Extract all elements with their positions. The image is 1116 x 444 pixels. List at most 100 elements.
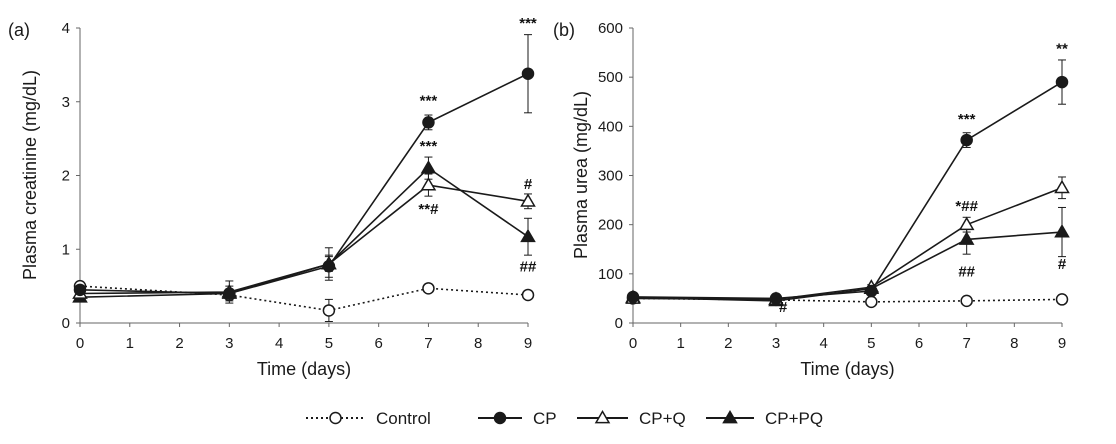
significance-annotation: ##: [520, 258, 537, 275]
series-cp-pq: [72, 156, 536, 303]
data-point: [958, 231, 975, 245]
significance-annotation: #: [524, 176, 533, 193]
data-point: [322, 259, 336, 273]
x-tick-label: 6: [374, 335, 382, 352]
x-tick-label: 4: [819, 335, 827, 352]
y-tick-label: 600: [598, 20, 623, 37]
legend: Control CP CP+Q CP+PQ: [306, 409, 823, 428]
panel-b-chart: (b) 0 100 200 300 400 500 600 0 1 2 3 4 5 6 7 8 9 Time (da…: [553, 20, 1070, 379]
y-tick-label: 500: [598, 69, 623, 86]
data-point: [520, 228, 536, 243]
x-axis-title: Time (days): [257, 359, 351, 379]
x-tick-label: 2: [724, 335, 732, 352]
legend-label: CP+Q: [639, 409, 686, 428]
data-point: [626, 290, 640, 304]
data-point: [865, 284, 878, 298]
y-tick-label: 1: [62, 241, 70, 258]
series-line-cp-q: [79, 184, 529, 295]
data-point: [958, 216, 975, 231]
y-tick-label: 0: [615, 315, 623, 332]
x-tick-label: 8: [474, 335, 482, 352]
x-tick-label: 7: [962, 335, 970, 352]
legend-marker: [329, 411, 342, 425]
legend-label: CP+PQ: [765, 409, 823, 428]
legend-entry-cp: CP: [478, 409, 557, 428]
x-tick-label: 2: [175, 335, 183, 352]
data-point: [865, 295, 878, 309]
y-tick-label: 2: [62, 168, 70, 185]
significance-annotation: ***: [420, 92, 438, 109]
significance-annotation: ***: [420, 138, 438, 155]
data-point: [322, 304, 336, 317]
data-point: [1055, 75, 1069, 89]
significance-annotation: ***: [519, 15, 537, 32]
y-tick-label: 4: [62, 20, 70, 37]
x-axis-title: Time (days): [800, 359, 894, 379]
series-control: [626, 292, 1069, 309]
data-point: [521, 288, 535, 302]
panel-label: (b): [553, 20, 575, 40]
x-tick-label: 6: [915, 335, 923, 352]
panel-a-chart: (a) 0 1 2 3 4 0 1 2 3 4 5 6 7 8 9 Time (days) Plasma crea…: [8, 15, 537, 379]
series-line-cp-pq: [79, 167, 529, 298]
x-tick-label: 0: [629, 335, 637, 352]
series-control: [73, 279, 535, 323]
y-axis-title: Plasma creatinine (mg/dL): [20, 70, 40, 280]
legend-entry-cp-q: CP+Q: [577, 409, 686, 428]
series-line-cp: [79, 73, 529, 295]
x-tick-label: 7: [424, 335, 432, 352]
legend-label: Control: [376, 409, 431, 428]
x-tick-label: 9: [1058, 335, 1066, 352]
significance-annotation: **: [1056, 41, 1068, 58]
legend-entry-control: Control: [306, 409, 431, 428]
significance-annotation: #: [1058, 256, 1067, 273]
data-point: [1055, 293, 1069, 306]
x-tick-label: 5: [325, 335, 333, 352]
significance-annotation: **#: [418, 201, 439, 218]
data-point: [422, 282, 435, 295]
y-tick-label: 0: [62, 315, 70, 332]
x-tick-label: 9: [524, 335, 532, 352]
x-tick-label: 3: [225, 335, 233, 352]
y-axis-title: Plasma urea (mg/dL): [571, 91, 591, 259]
legend-label: CP: [533, 409, 557, 428]
significance-annotation: *##: [955, 198, 978, 215]
series-cp: [626, 59, 1069, 305]
series-cp-q: [625, 176, 1070, 305]
data-point: [422, 116, 435, 129]
y-tick-label: 300: [598, 168, 623, 185]
x-tick-label: 4: [275, 335, 283, 352]
series-cp: [73, 34, 535, 300]
legend-marker: [722, 410, 738, 424]
x-tick-label: 1: [676, 335, 684, 352]
y-tick-label: 400: [598, 118, 623, 135]
series-line-cp-q: [632, 187, 1063, 301]
y-tick-label: 200: [598, 217, 623, 234]
data-point: [769, 292, 783, 305]
x-tick-label: 1: [126, 335, 134, 352]
data-point: [960, 294, 973, 308]
y-tick-label: 3: [62, 94, 70, 111]
y-tick-label: 100: [598, 266, 623, 283]
data-point: [520, 193, 536, 207]
data-point: [1054, 224, 1070, 238]
series-line-cp: [632, 81, 1063, 300]
significance-annotation: #: [779, 299, 788, 316]
legend-marker: [493, 411, 507, 425]
legend-entry-cp-pq: CP+PQ: [706, 409, 823, 428]
data-point: [960, 133, 973, 147]
significance-annotation: ##: [958, 263, 975, 280]
x-tick-label: 3: [772, 335, 780, 352]
legend-marker: [594, 410, 611, 424]
data-point: [521, 67, 535, 80]
data-point: [420, 160, 437, 174]
data-point: [73, 283, 87, 297]
x-tick-label: 5: [867, 335, 875, 352]
series-line-control: [79, 285, 529, 312]
data-point: [223, 287, 236, 300]
panel-label: (a): [8, 20, 30, 40]
data-point: [1054, 179, 1070, 194]
x-tick-label: 8: [1010, 335, 1018, 352]
significance-annotation: ***: [958, 111, 976, 128]
